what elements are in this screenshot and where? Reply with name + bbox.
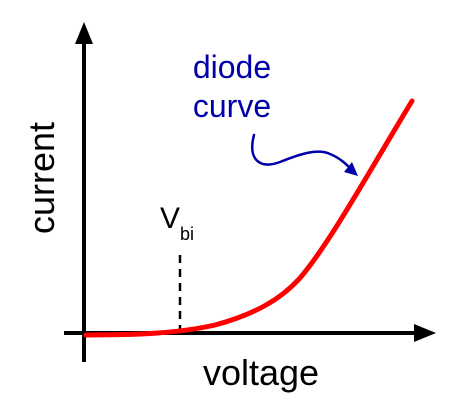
x-axis-label: voltage [203, 352, 319, 393]
vbi-label: Vbi [160, 202, 194, 244]
y-axis-label: current [21, 122, 62, 234]
annotation-arrow [251, 133, 354, 172]
x-axis-arrowhead [414, 324, 436, 342]
annotation-line-2: curve [193, 88, 271, 124]
y-axis-arrowhead [75, 22, 93, 44]
vbi-symbol: V [160, 202, 180, 235]
diode-curve [83, 98, 415, 338]
vbi-subscript: bi [180, 224, 194, 244]
annotation-arrowhead [344, 162, 358, 176]
annotation-line-1: diode [193, 49, 271, 85]
